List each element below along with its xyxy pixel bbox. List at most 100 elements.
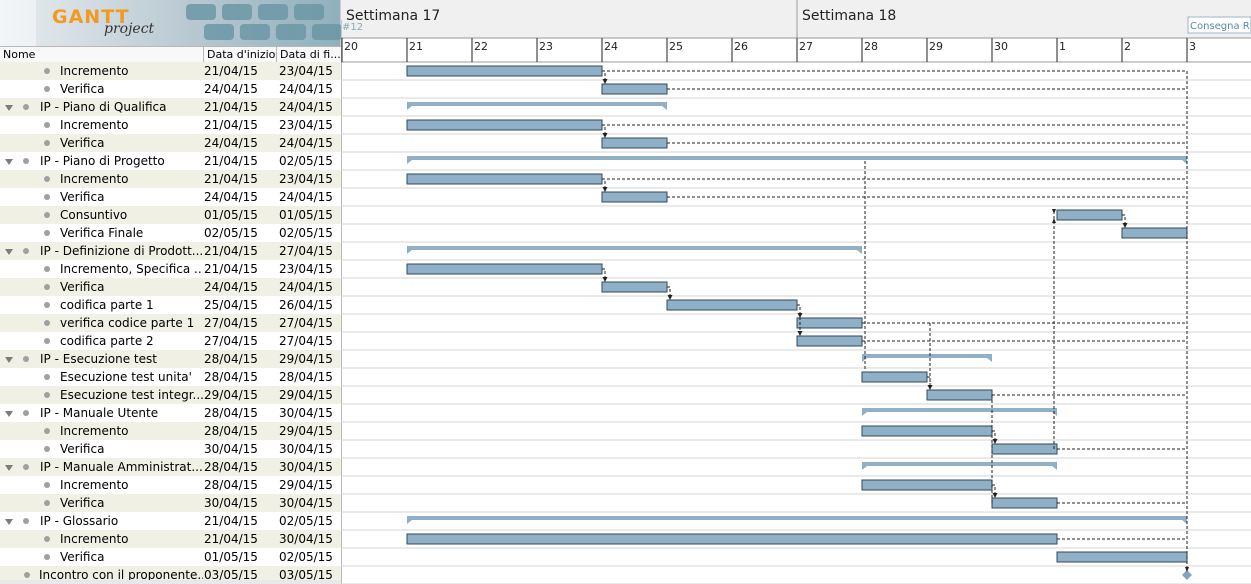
task-bar[interactable] (601, 137, 668, 149)
expand-toggle-icon[interactable] (5, 465, 13, 471)
task-name: Verifica (60, 82, 105, 96)
task-row[interactable]: Verifica 24/04/15 24/04/15 (0, 80, 341, 98)
task-row[interactable]: Incremento 21/04/15 30/04/15 (0, 530, 341, 548)
task-bar[interactable] (406, 119, 603, 131)
task-end-date: 03/05/15 (279, 568, 333, 582)
summary-bar[interactable] (862, 462, 1057, 470)
summary-bar[interactable] (862, 408, 1057, 416)
expand-toggle-icon[interactable] (5, 411, 13, 417)
task-start-date: 01/05/15 (204, 550, 258, 564)
task-bar[interactable] (1056, 551, 1188, 563)
task-row[interactable]: Incremento 28/04/15 29/04/15 (0, 476, 341, 494)
task-bar[interactable] (991, 497, 1058, 509)
task-bar[interactable] (861, 479, 993, 491)
task-bar[interactable] (1056, 209, 1123, 221)
task-end-date: 29/04/15 (279, 352, 333, 366)
task-start-date: 24/04/15 (204, 136, 258, 150)
task-name: IP - Esecuzione test (40, 352, 157, 366)
task-bar[interactable] (601, 191, 668, 203)
task-row[interactable]: verifica codice parte 1 27/04/15 27/04/15 (0, 314, 341, 332)
summary-bar[interactable] (407, 156, 1187, 164)
task-bar[interactable] (601, 281, 668, 293)
task-row[interactable]: Verifica 30/04/15 30/04/15 (0, 440, 341, 458)
summary-task-row[interactable]: IP - Piano di Qualifica 21/04/15 24/04/15 (0, 98, 341, 116)
task-end-date: 02/05/15 (279, 154, 333, 168)
expand-toggle-icon[interactable] (5, 105, 13, 111)
task-row[interactable]: Verifica 24/04/15 24/04/15 (0, 278, 341, 296)
task-row[interactable]: Esecuzione test integr... 29/04/15 29/04/1… (0, 386, 341, 404)
task-row[interactable]: Incremento 21/04/15 23/04/15 (0, 62, 341, 80)
task-bar[interactable] (991, 443, 1058, 455)
task-bar[interactable] (861, 425, 993, 437)
task-start-date: 28/04/15 (204, 424, 258, 438)
task-row[interactable]: codifica parte 1 25/04/15 26/04/15 (0, 296, 341, 314)
task-bar[interactable] (861, 371, 928, 383)
task-bar[interactable] (406, 533, 1058, 545)
task-row[interactable]: Verifica 30/04/15 30/04/15 (0, 494, 341, 512)
task-bar[interactable] (666, 299, 798, 311)
task-row[interactable]: Verifica 01/05/15 02/05/15 (0, 548, 341, 566)
expand-toggle-icon[interactable] (5, 519, 13, 525)
task-end-date: 30/04/15 (279, 442, 333, 456)
task-name: IP - Glossario (40, 514, 119, 528)
task-bar[interactable] (926, 389, 993, 401)
task-row[interactable]: Incremento 28/04/15 29/04/15 (0, 422, 341, 440)
task-bar[interactable] (406, 263, 603, 275)
summary-bar[interactable] (407, 246, 862, 254)
task-start-date: 24/04/15 (204, 82, 258, 96)
version-tag: #12 (342, 22, 363, 33)
week-label: Settimana 18 (802, 8, 896, 24)
arrow-head-icon (1052, 218, 1056, 223)
task-start-date: 02/05/15 (204, 226, 258, 240)
day-label: 24 (604, 40, 618, 53)
task-row[interactable]: Esecuzione test unita' 28/04/15 28/04/15 (0, 368, 341, 386)
task-row[interactable]: Incremento 21/04/15 23/04/15 (0, 116, 341, 134)
task-row[interactable]: Verifica 24/04/15 24/04/15 (0, 188, 341, 206)
summary-task-row[interactable]: IP - Manuale Amministrat... 28/04/15 30/04… (0, 458, 341, 476)
task-row[interactable]: codifica parte 2 27/04/15 27/04/15 (0, 332, 341, 350)
task-bar[interactable] (406, 65, 603, 77)
logo-background (36, 0, 341, 46)
task-bar[interactable] (1121, 227, 1188, 239)
task-start-date: 28/04/15 (204, 478, 258, 492)
arrow-head-icon (992, 493, 998, 498)
task-end-date: 24/04/15 (279, 280, 333, 294)
summary-bar[interactable] (407, 516, 1187, 524)
gantt-chart: Settimana 17 Settimana 18 #12 Consegna RP 20… (341, 0, 1251, 584)
expand-toggle-icon[interactable] (5, 249, 13, 255)
task-bar[interactable] (796, 335, 863, 347)
summary-task-row[interactable]: IP - Definizione di Prodott... 21/04/15 27… (0, 242, 341, 260)
summary-task-row[interactable]: IP - Glossario 21/04/15 02/05/15 (0, 512, 341, 530)
task-bar[interactable] (796, 317, 863, 329)
expand-toggle-icon[interactable] (5, 357, 13, 363)
column-header-end[interactable]: Data di fi... (280, 48, 341, 61)
task-row[interactable]: Consuntivo 01/05/15 01/05/15 (0, 206, 341, 224)
day-label: 29 (929, 40, 943, 53)
hex-decoration (222, 4, 252, 20)
arrow-head-icon (797, 331, 803, 336)
task-row[interactable]: Verifica Finale 02/05/15 02/05/15 (0, 224, 341, 242)
task-start-date: 21/04/15 (204, 118, 258, 132)
milestone-row[interactable]: Incontro con il proponente... 03/05/15 03/… (0, 566, 341, 584)
task-row[interactable]: Incremento 21/04/15 23/04/15 (0, 170, 341, 188)
column-header-name[interactable]: Nome (0, 47, 204, 63)
column-header-start[interactable]: Data d'inizio (204, 47, 277, 63)
summary-bar[interactable] (407, 102, 667, 110)
expand-toggle-icon[interactable] (5, 159, 13, 165)
task-end-date: 27/04/15 (279, 244, 333, 258)
week-label: Settimana 17 (346, 8, 440, 24)
milestone-label: Consegna RP (1190, 21, 1251, 32)
horizontal-scrollbar[interactable] (0, 580, 341, 584)
task-end-date: 29/04/15 (279, 478, 333, 492)
task-bar[interactable] (601, 83, 668, 95)
logo-sub: project (104, 21, 155, 37)
milestone-diamond-icon[interactable] (1182, 570, 1192, 580)
summary-task-row[interactable]: IP - Manuale Utente 28/04/15 30/04/15 (0, 404, 341, 422)
summary-task-row[interactable]: IP - Esecuzione test 28/04/15 29/04/15 (0, 350, 341, 368)
summary-bar[interactable] (862, 354, 992, 362)
task-row[interactable]: Incremento, Specifica ... 21/04/15 23/04/1… (0, 260, 341, 278)
hex-decoration (240, 24, 270, 40)
task-row[interactable]: Verifica 24/04/15 24/04/15 (0, 134, 341, 152)
task-bar[interactable] (406, 173, 603, 185)
summary-task-row[interactable]: IP - Piano di Progetto 21/04/15 02/05/15 (0, 152, 341, 170)
